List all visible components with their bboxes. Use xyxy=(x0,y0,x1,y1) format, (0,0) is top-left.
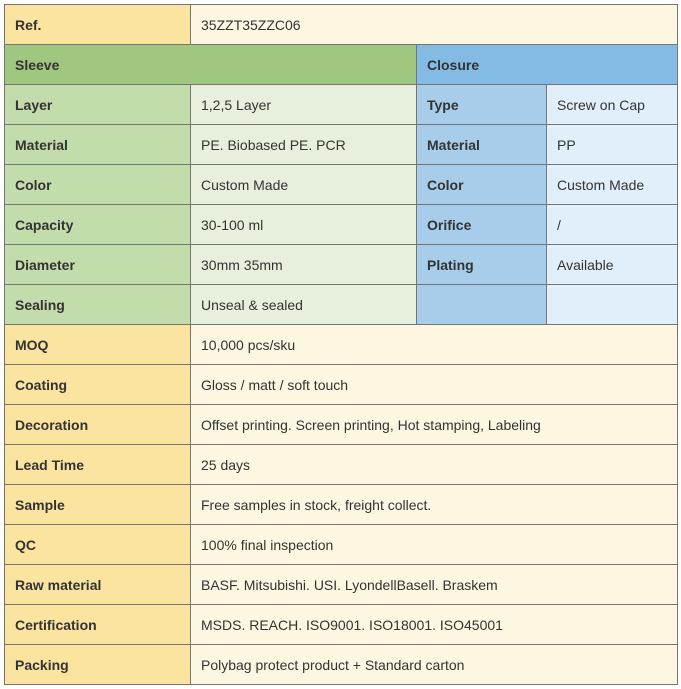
ref-value: 35ZZT35ZZC06 xyxy=(191,5,678,45)
certification-label: Certification xyxy=(5,605,191,645)
rawmaterial-value: BASF. Mitsubishi. USI. LyondellBasell. B… xyxy=(191,565,678,605)
row-diameter-plating: Diameter 30mm 35mm Plating Available xyxy=(5,245,678,285)
row-moq: MOQ 10,000 pcs/sku xyxy=(5,325,678,365)
plating-label: Plating xyxy=(417,245,547,285)
sleeve-header: Sleeve xyxy=(5,45,417,85)
coating-value: Gloss / matt / soft touch xyxy=(191,365,678,405)
closure-material-label: Material xyxy=(417,125,547,165)
row-coating: Coating Gloss / matt / soft touch xyxy=(5,365,678,405)
row-section-headers: Sleeve Closure xyxy=(5,45,678,85)
row-capacity-orifice: Capacity 30-100 ml Orifice / xyxy=(5,205,678,245)
row-sample: Sample Free samples in stock, freight co… xyxy=(5,485,678,525)
row-material: Material PE. Biobased PE. PCR Material P… xyxy=(5,125,678,165)
sleeve-color-value: Custom Made xyxy=(191,165,417,205)
row-leadtime: Lead Time 25 days xyxy=(5,445,678,485)
sleeve-color-label: Color xyxy=(5,165,191,205)
qc-label: QC xyxy=(5,525,191,565)
capacity-label: Capacity xyxy=(5,205,191,245)
closure-color-label: Color xyxy=(417,165,547,205)
closure-header: Closure xyxy=(417,45,678,85)
row-certification: Certification MSDS. REACH. ISO9001. ISO1… xyxy=(5,605,678,645)
diameter-value: 30mm 35mm xyxy=(191,245,417,285)
closure-empty-value xyxy=(547,285,678,325)
row-packing: Packing Polybag protect product + Standa… xyxy=(5,645,678,685)
decoration-label: Decoration xyxy=(5,405,191,445)
moq-label: MOQ xyxy=(5,325,191,365)
row-rawmaterial: Raw material BASF. Mitsubishi. USI. Lyon… xyxy=(5,565,678,605)
moq-value: 10,000 pcs/sku xyxy=(191,325,678,365)
row-layer-type: Layer 1,2,5 Layer Type Screw on Cap xyxy=(5,85,678,125)
coating-label: Coating xyxy=(5,365,191,405)
layer-label: Layer xyxy=(5,85,191,125)
packing-label: Packing xyxy=(5,645,191,685)
sealing-value: Unseal & sealed xyxy=(191,285,417,325)
closure-material-value: PP xyxy=(547,125,678,165)
leadtime-label: Lead Time xyxy=(5,445,191,485)
type-value: Screw on Cap xyxy=(547,85,678,125)
type-label: Type xyxy=(417,85,547,125)
certification-value: MSDS. REACH. ISO9001. ISO18001. ISO45001 xyxy=(191,605,678,645)
row-sealing: Sealing Unseal & sealed xyxy=(5,285,678,325)
orifice-value: / xyxy=(547,205,678,245)
row-decoration: Decoration Offset printing. Screen print… xyxy=(5,405,678,445)
row-ref: Ref. 35ZZT35ZZC06 xyxy=(5,5,678,45)
qc-value: 100% final inspection xyxy=(191,525,678,565)
sleeve-material-label: Material xyxy=(5,125,191,165)
decoration-value: Offset printing. Screen printing, Hot st… xyxy=(191,405,678,445)
spec-table: Ref. 35ZZT35ZZC06 Sleeve Closure Layer 1… xyxy=(4,4,678,685)
orifice-label: Orifice xyxy=(417,205,547,245)
row-qc: QC 100% final inspection xyxy=(5,525,678,565)
sleeve-material-value: PE. Biobased PE. PCR xyxy=(191,125,417,165)
sample-label: Sample xyxy=(5,485,191,525)
closure-empty-label xyxy=(417,285,547,325)
layer-value: 1,2,5 Layer xyxy=(191,85,417,125)
leadtime-value: 25 days xyxy=(191,445,678,485)
rawmaterial-label: Raw material xyxy=(5,565,191,605)
packing-value: Polybag protect product + Standard carto… xyxy=(191,645,678,685)
diameter-label: Diameter xyxy=(5,245,191,285)
sample-value: Free samples in stock, freight collect. xyxy=(191,485,678,525)
capacity-value: 30-100 ml xyxy=(191,205,417,245)
row-color: Color Custom Made Color Custom Made xyxy=(5,165,678,205)
plating-value: Available xyxy=(547,245,678,285)
ref-label: Ref. xyxy=(5,5,191,45)
sealing-label: Sealing xyxy=(5,285,191,325)
closure-color-value: Custom Made xyxy=(547,165,678,205)
